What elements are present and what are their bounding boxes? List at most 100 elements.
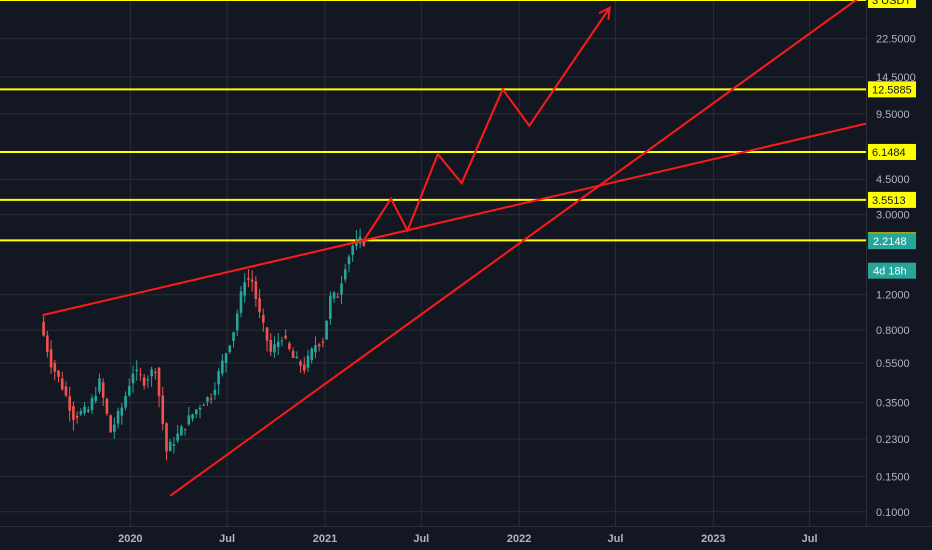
candle-body <box>310 348 314 360</box>
level-tag-label: 12.5885 <box>872 84 912 96</box>
x-tick-label: 2022 <box>507 533 531 545</box>
candle-body <box>131 373 135 384</box>
level-tag-top <box>868 0 916 8</box>
candle-body <box>83 406 86 413</box>
candle-body <box>362 241 366 246</box>
candle-body <box>221 360 224 374</box>
price-tag-label: 2.2148 <box>873 236 907 248</box>
y-tick-label: 3.0000 <box>876 210 910 222</box>
y-tick-label: 4.5000 <box>876 174 910 186</box>
candle-body <box>79 411 83 415</box>
candle-body <box>72 406 75 420</box>
candle-body <box>113 424 116 432</box>
candle-body <box>105 398 109 414</box>
candle-body <box>161 395 165 424</box>
price-tag-label: 4d 18h <box>873 266 907 278</box>
candle-body <box>209 398 213 400</box>
y-tick-label: 22.5000 <box>876 34 916 46</box>
y-tick-label: 0.1000 <box>876 507 910 519</box>
candle-body <box>150 369 153 377</box>
candle-body <box>351 245 354 256</box>
candle-body <box>250 279 254 282</box>
candle-body <box>98 378 101 392</box>
candle-body <box>142 377 146 386</box>
candle-body <box>247 278 250 280</box>
candle-body <box>127 386 131 396</box>
candle-body <box>157 367 161 397</box>
level-tag <box>868 191 916 208</box>
x-tick-label: Jul <box>413 533 429 545</box>
candle-body <box>343 269 347 280</box>
x-tick-label: 2023 <box>701 533 725 545</box>
candle-body <box>57 370 60 377</box>
candle-body <box>347 256 351 265</box>
level-tag <box>868 81 916 98</box>
y-tick-label: 1.2000 <box>876 290 910 302</box>
candle-body <box>90 398 94 411</box>
candle-body <box>165 423 168 452</box>
level-tag-label: 6.1484 <box>872 147 906 159</box>
support-trendline[interactable] <box>169 0 866 497</box>
candle-body <box>217 371 220 385</box>
candle-body <box>124 395 127 408</box>
candle-body <box>295 356 299 359</box>
projection-arrow-head <box>598 6 611 20</box>
candle-body <box>53 362 57 372</box>
candle-body <box>243 282 246 296</box>
y-tick-label: 0.3500 <box>876 397 910 409</box>
candle-body <box>329 295 332 319</box>
candle-body <box>235 313 239 331</box>
grid <box>0 0 866 526</box>
time-axis[interactable]: 2020 Jul 2021 Jul 2022 Jul 2023 Jul <box>118 533 817 545</box>
candle-body <box>146 379 150 381</box>
candle-body <box>187 415 191 425</box>
candle-body <box>321 341 325 343</box>
candle-body <box>284 335 287 339</box>
candle-body <box>180 426 183 436</box>
x-tick-label: Jul <box>219 533 235 545</box>
candle-body <box>332 292 336 299</box>
candle-body <box>273 344 276 353</box>
candle-body <box>254 281 258 300</box>
candle-body <box>317 344 321 347</box>
candle-body <box>116 410 120 424</box>
candle-body <box>336 296 340 298</box>
candle-body <box>198 407 202 410</box>
candle-body <box>101 382 105 398</box>
candle-body <box>94 396 98 401</box>
candle-body <box>299 361 302 366</box>
projection-polyline[interactable] <box>362 7 611 241</box>
candle-body <box>276 341 280 347</box>
x-tick-label: Jul <box>608 533 624 545</box>
y-tick-label: 0.2300 <box>876 434 910 446</box>
candle-body <box>288 343 291 349</box>
candle-body <box>139 374 142 376</box>
projection-path[interactable] <box>362 6 611 241</box>
y-tick-label: 0.5500 <box>876 358 910 370</box>
candle-body <box>306 355 310 368</box>
horizontal-levels[interactable] <box>0 0 866 242</box>
level-tag-top-label: 3 USDT <box>872 0 911 7</box>
candle-body <box>75 415 79 418</box>
candle-body <box>46 335 49 352</box>
candle-body <box>49 349 53 368</box>
candle-body <box>224 353 228 363</box>
candle-body <box>168 441 172 452</box>
candle-body <box>183 428 187 430</box>
candle-body <box>314 345 317 353</box>
candle-body <box>64 386 68 396</box>
candle-body <box>42 321 45 336</box>
y-tick-label: 14.5000 <box>876 72 916 84</box>
candle-body <box>109 415 112 433</box>
trendlines[interactable] <box>42 0 867 497</box>
candle-body <box>120 407 124 416</box>
x-tick-label: 2021 <box>313 533 337 545</box>
candle-body <box>86 409 90 412</box>
resistance-trendline[interactable] <box>42 122 867 317</box>
candle-body <box>194 409 198 415</box>
price-tag <box>868 233 916 250</box>
price-tags: 3 USDT12.58856.14843.55132.23402.21484d … <box>868 0 916 279</box>
candle-body <box>68 396 71 411</box>
